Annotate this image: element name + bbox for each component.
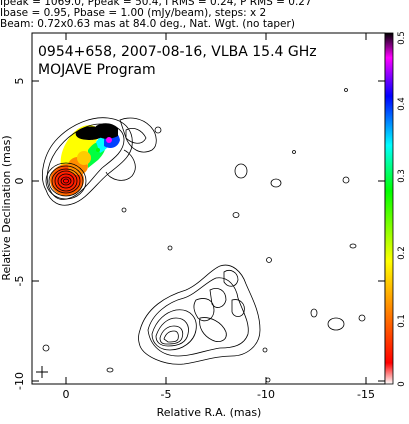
x-axis-label: Relative R.A. (mas) xyxy=(157,406,262,419)
y-tick-labels: 5 0 -5 -10 xyxy=(13,78,26,390)
plot-frame xyxy=(31,32,386,385)
y-tick-2: -5 xyxy=(13,276,26,287)
x-tick-3: -15 xyxy=(357,388,375,401)
colorbar-tick-4: 0.4 xyxy=(397,97,407,111)
contours xyxy=(42,88,366,383)
y-tick-3: -10 xyxy=(13,372,26,390)
x-tick-2: -10 xyxy=(257,388,275,401)
jet-emission xyxy=(50,123,120,196)
colorbar-tick-5: 0.5 xyxy=(397,31,407,45)
plot-title: 0954+658, 2007-08-16, VLBA 15.4 GHz xyxy=(38,44,317,60)
plot-subtitle: MOJAVE Program xyxy=(38,62,156,78)
y-tick-0: 5 xyxy=(13,78,26,85)
colorbar xyxy=(384,32,394,385)
y-tick-1: 0 xyxy=(13,178,26,185)
x-tick-labels: 0 -5 -10 -15 xyxy=(63,388,375,401)
y-axis-label: Relative Declination (mas) xyxy=(0,135,13,280)
header-line-1: Ipeak = 1069.0, Ppeak = 50.4, I RMS = 0.… xyxy=(0,0,312,8)
colorbar-tick-0: 0 xyxy=(397,381,407,386)
x-tick-1: -5 xyxy=(161,388,172,401)
colorbar-tick-2: 0.2 xyxy=(397,246,407,260)
colorbar-tick-3: 0.3 xyxy=(397,169,407,183)
colorbar-tick-labels: 0 0.1 0.2 0.3 0.4 0.5 xyxy=(397,31,407,386)
axis-ticks xyxy=(32,33,385,384)
header-line-3: Beam: 0.72x0.63 mas at 84.0 deg., Nat. W… xyxy=(0,18,295,30)
beam-cross xyxy=(36,366,48,378)
x-tick-0: 0 xyxy=(63,388,70,401)
header-line-2: Ibase = 0.95, Pbase = 1.00 (mJy/beam), s… xyxy=(0,7,267,19)
colorbar-tick-1: 0.1 xyxy=(397,314,407,328)
